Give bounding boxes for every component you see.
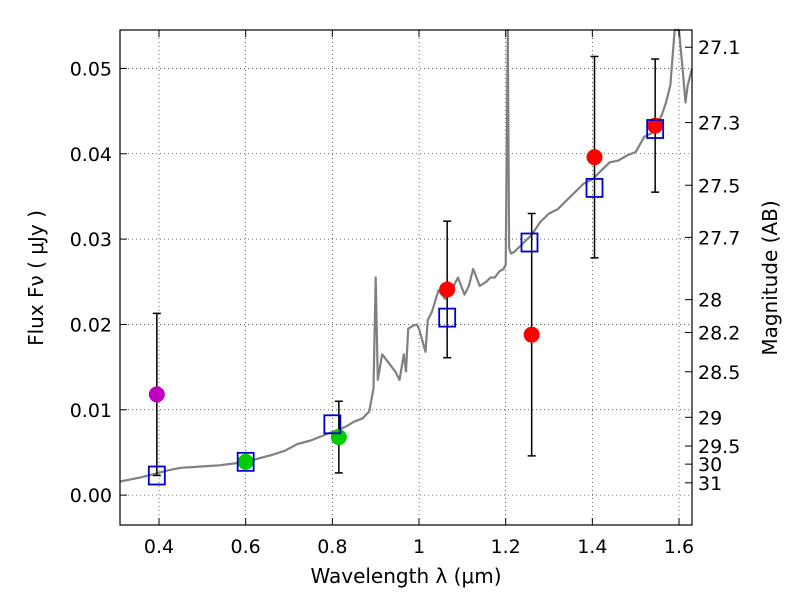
x-tick-label: 0.6 xyxy=(231,536,261,558)
magnitude-tick-label: 31 xyxy=(698,473,722,495)
x-tick-label: 0.8 xyxy=(317,536,347,558)
observed-point xyxy=(237,453,254,470)
x-tick-label: 1.4 xyxy=(577,536,607,558)
magnitude-tick-label: 27.1 xyxy=(698,37,740,59)
magnitude-axis-label: Magnitude (AB) xyxy=(758,200,782,355)
model-point xyxy=(438,307,457,328)
model-point xyxy=(520,232,539,253)
magnitude-tick-label: 28 xyxy=(698,290,722,312)
model-point xyxy=(646,119,665,139)
x-tick-label: 0.4 xyxy=(144,536,174,558)
observed-point xyxy=(586,149,603,166)
y-axis-label: Flux Fν ( μJy ) xyxy=(24,210,48,346)
model-point xyxy=(147,465,166,486)
y-axis-ticks: 0.00 0.01 0.02 0.03 0.04 0.05 xyxy=(70,58,127,507)
model-point xyxy=(585,177,604,198)
observed-point xyxy=(439,281,456,298)
model-point xyxy=(236,451,255,472)
x-tick-label: 1.2 xyxy=(491,536,521,558)
y-tick-label: 0.00 xyxy=(70,485,112,507)
y-tick-label: 0.01 xyxy=(70,400,112,422)
x-axis-label: Wavelength λ (μm) xyxy=(310,564,501,588)
x-tick-label: 1.6 xyxy=(664,536,694,558)
observed-point xyxy=(523,326,540,343)
model-point xyxy=(323,414,342,435)
magnitude-tick-label: 29.5 xyxy=(698,436,740,458)
y-tick-label: 0.03 xyxy=(70,229,112,251)
magnitude-tick-label: 28.5 xyxy=(698,362,740,384)
y-tick-label: 0.04 xyxy=(70,144,112,166)
plot-frame xyxy=(119,29,693,526)
y-tick-label: 0.02 xyxy=(70,314,112,336)
x-tick-label: 1 xyxy=(413,536,425,558)
x-axis-ticks: 0.4 0.6 0.8 1 1.2 1.4 1.6 xyxy=(144,30,694,558)
magnitude-tick-label: 30 xyxy=(698,454,722,476)
magnitude-tick-label: 27.5 xyxy=(698,175,740,197)
magnitude-tick-label: 28.2 xyxy=(698,323,740,345)
observed-points xyxy=(148,117,664,470)
magnitude-tick-label: 29 xyxy=(698,407,722,429)
model-points xyxy=(147,119,665,486)
observed-point xyxy=(330,429,347,446)
observed-point xyxy=(148,386,165,403)
y-tick-label: 0.05 xyxy=(70,58,112,80)
magnitude-tick-label: 27.3 xyxy=(698,113,740,135)
magnitude-tick-label: 27.7 xyxy=(698,227,740,249)
plot-area xyxy=(120,30,692,525)
